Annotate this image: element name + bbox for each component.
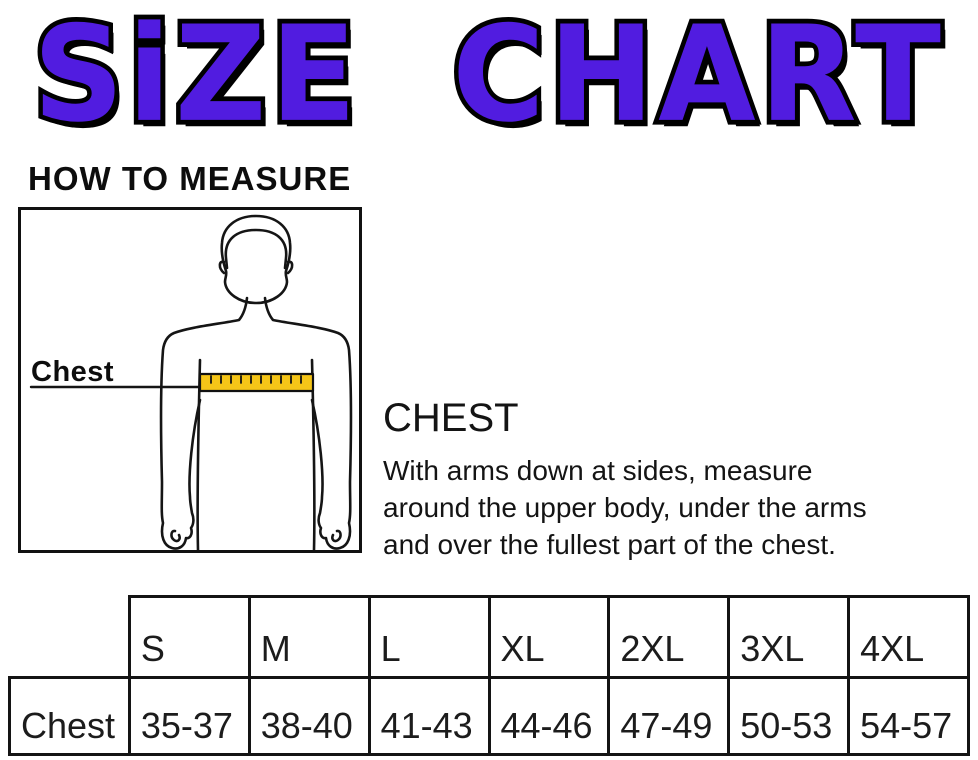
chest-value-l: 41-43 (367, 676, 491, 756)
size-header-4xl: 4XL (847, 595, 970, 679)
chest-value-s: 35-37 (127, 676, 251, 756)
chest-value-m: 38-40 (247, 676, 371, 756)
left-arm-outline (159, 296, 249, 550)
hairline (224, 228, 288, 270)
page-title: SiZE CHART (29, 0, 946, 156)
left-thumb (170, 529, 181, 543)
left-ear (218, 260, 226, 275)
measure-diagram-box: Chest (18, 207, 362, 553)
tape-ticks (210, 375, 302, 384)
chest-value-xl: 44-46 (487, 676, 611, 756)
torso-figure-icon (29, 214, 353, 550)
size-header-2xl: 2XL (607, 595, 731, 679)
chest-row-label: Chest (8, 676, 131, 756)
size-header-row: S M L XL 2XL 3XL 4XL (10, 595, 970, 679)
right-ear (286, 260, 294, 275)
right-arm-outline (263, 296, 353, 550)
size-header-m: M (247, 595, 371, 679)
measuring-tape (198, 372, 315, 393)
chest-value-3xl: 50-53 (727, 676, 851, 756)
chest-instructions-text: With arms down at sides, measure around … (383, 455, 867, 560)
chest-measurement-row: Chest 35-37 38-40 41-43 44-46 47-49 50-5… (8, 676, 970, 756)
chest-value-4xl: 54-57 (847, 676, 970, 756)
size-header-s: S (127, 595, 251, 679)
chest-section-heading: CHEST (383, 396, 519, 440)
head-outline (220, 214, 292, 305)
right-thumb (331, 529, 342, 543)
size-header-xl: XL (487, 595, 611, 679)
chest-value-2xl: 47-49 (607, 676, 731, 756)
size-header-l: L (367, 595, 491, 679)
size-header-3xl: 3XL (727, 595, 851, 679)
size-chart-table: S M L XL 2XL 3XL 4XL Chest 35-37 38-40 4… (8, 595, 970, 756)
chest-diagram-label: Chest (31, 356, 115, 388)
how-to-measure-heading: HOW TO MEASURE (28, 160, 352, 197)
corner-empty-cell (10, 597, 130, 678)
